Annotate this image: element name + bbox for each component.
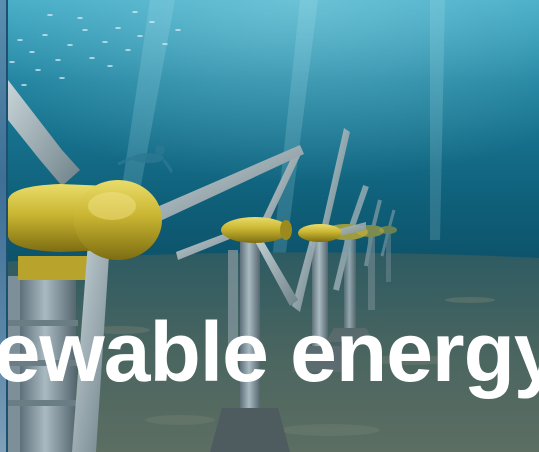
seabed-texture: [90, 297, 495, 436]
foreground-turbine: [8, 80, 304, 452]
mid-turbine-2: [292, 128, 366, 372]
seabed: [0, 252, 539, 452]
fish-school-icon: [9, 11, 181, 86]
image-caption: Renewable energy: [0, 305, 539, 399]
slide-left-border: [0, 0, 6, 452]
diver-figure-icon: [117, 145, 174, 173]
mid-turbine-1: [176, 148, 302, 452]
slide-left-border-edge: [6, 0, 8, 452]
